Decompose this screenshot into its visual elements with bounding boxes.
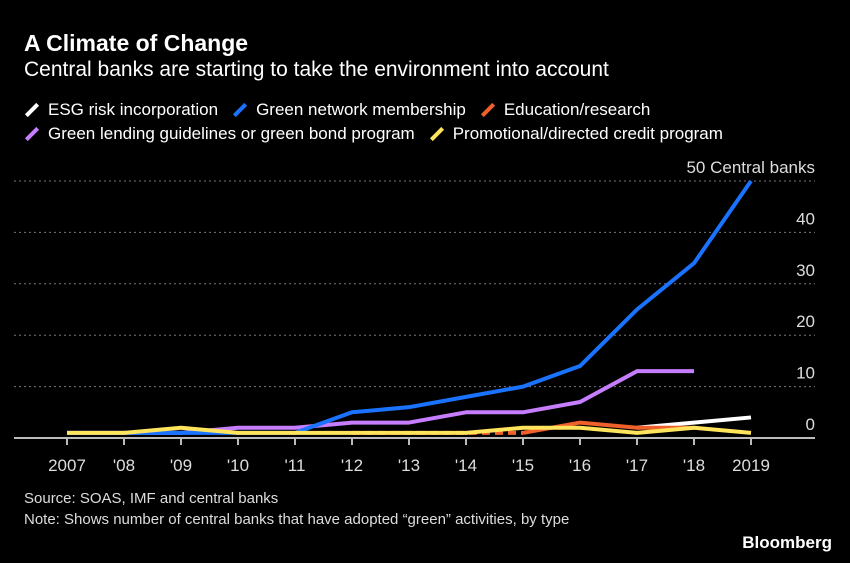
y-tick-label: 50 Central banks <box>686 158 815 177</box>
bloomberg-logo: Bloomberg <box>742 533 832 552</box>
legend-label: Green lending guidelines or green bond p… <box>48 124 415 143</box>
x-tick-label: '13 <box>398 456 420 475</box>
legend-label: Promotional/directed credit program <box>452 124 723 143</box>
y-tick-label: 0 <box>806 415 815 434</box>
x-tick-label: 2007 <box>48 456 86 475</box>
x-tick-label: 2019 <box>732 456 770 475</box>
x-tick-label: '08 <box>113 456 135 475</box>
y-tick-label: 30 <box>796 261 815 280</box>
y-tick-label: 40 <box>796 209 815 228</box>
series-line-1 <box>67 179 753 435</box>
legend-label: ESG risk incorporation <box>48 100 219 119</box>
series-line-4 <box>67 425 752 435</box>
footnote: Note: Shows number of central banks that… <box>24 511 570 528</box>
x-tick-label: '18 <box>683 456 705 475</box>
legend-label: Education/research <box>503 100 651 119</box>
x-tick-label: '09 <box>170 456 192 475</box>
y-tick-label: 10 <box>796 364 815 383</box>
legend-label: Green network membership <box>256 100 466 119</box>
y-tick-label: 20 <box>796 312 815 331</box>
source-note: Source: SOAS, IMF and central banks <box>24 490 279 507</box>
x-tick-label: '12 <box>341 456 363 475</box>
legend-row-2: Green lending guidelines or green bond p… <box>24 124 723 144</box>
x-tick-label: '16 <box>569 456 591 475</box>
legend-item: Promotional/directed credit program <box>429 124 723 144</box>
x-tick-label: '11 <box>285 456 306 475</box>
chart-subtitle: Central banks are starting to take the e… <box>24 58 609 81</box>
x-tick-label: '15 <box>512 456 534 475</box>
legend-row-1: ESG risk incorporation Green network mem… <box>24 100 650 120</box>
legend-item: ESG risk incorporation <box>24 100 218 120</box>
x-tick-label: '17 <box>626 456 648 475</box>
x-tick-label: '14 <box>455 456 477 475</box>
legend-item: Green lending guidelines or green bond p… <box>24 124 415 144</box>
legend-item: Education/research <box>480 100 650 120</box>
chart-title: A Climate of Change <box>24 30 249 56</box>
legend-item: Green network membership <box>232 100 466 120</box>
x-tick-label: '10 <box>227 456 249 475</box>
